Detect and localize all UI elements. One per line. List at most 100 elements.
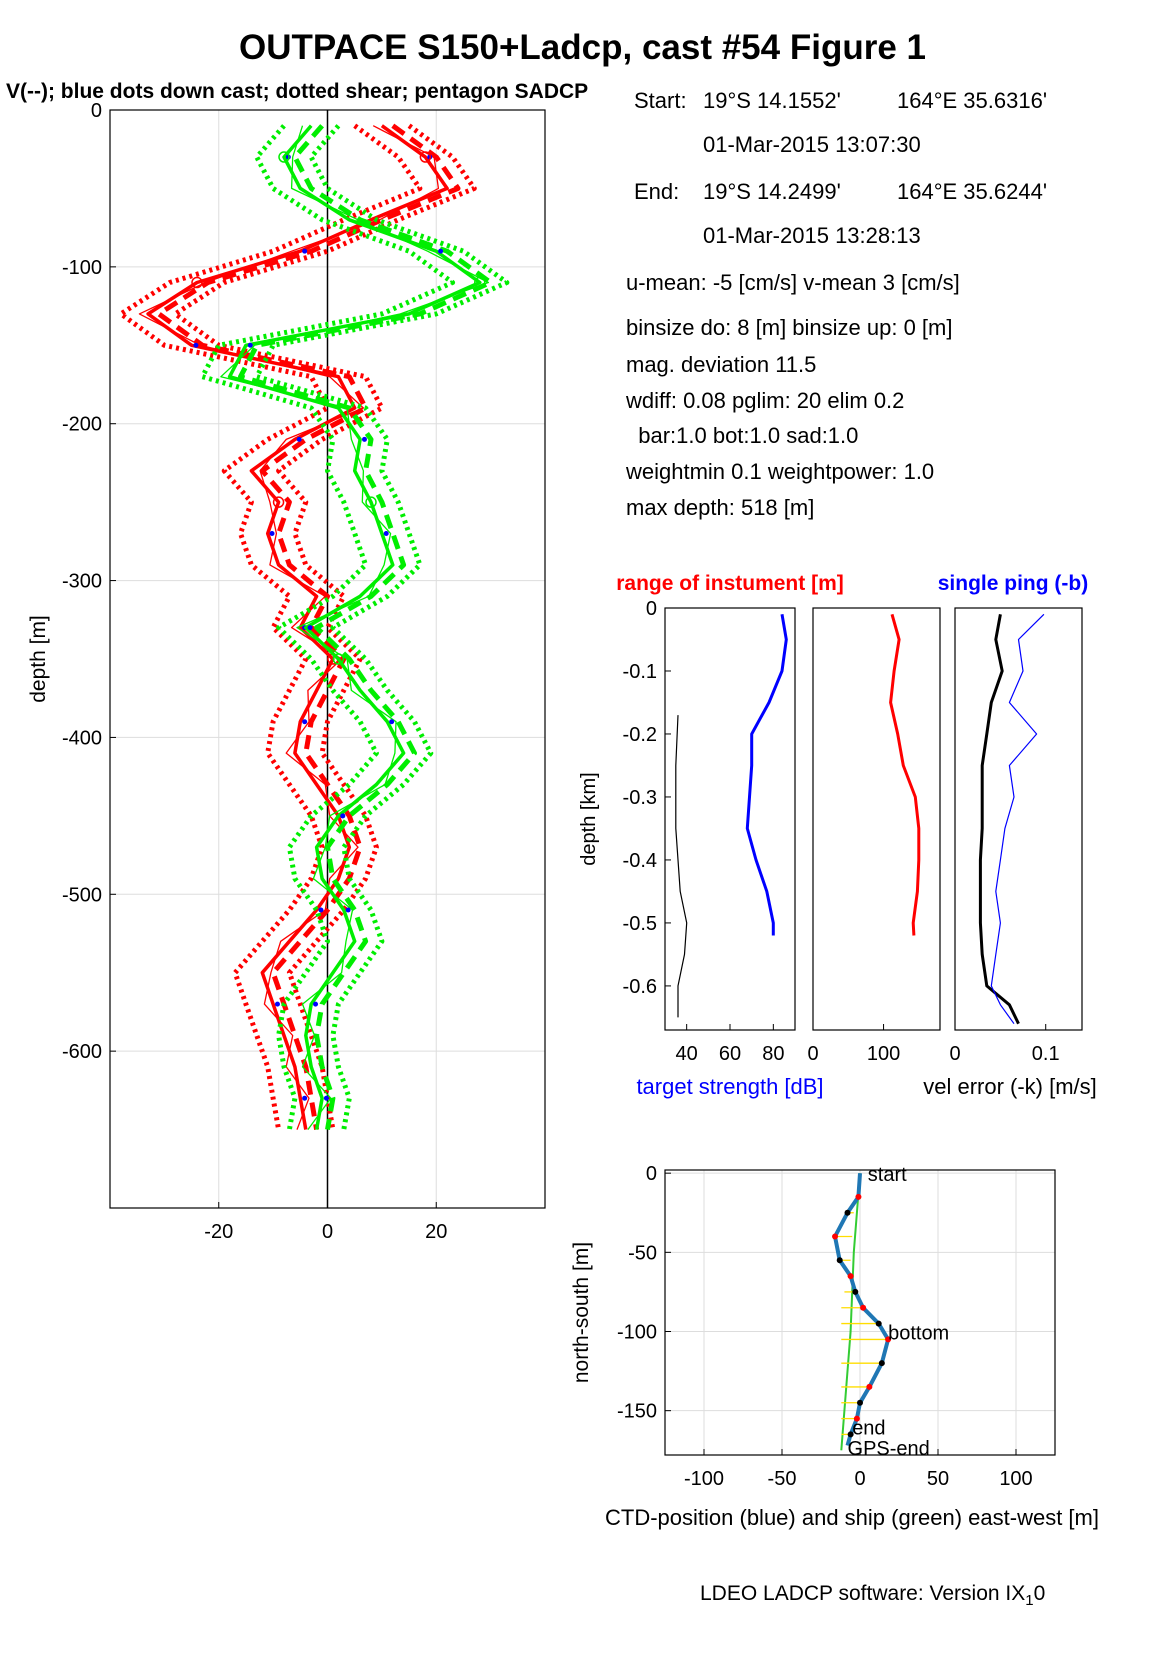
x-tick-label: 100 (867, 1043, 900, 1065)
sadcp-marker (272, 496, 285, 508)
down-cast-dot (247, 342, 253, 348)
y-tick-label: -0.1 (623, 661, 657, 683)
range-title: range of instument [m] (616, 572, 844, 595)
y-tick-label: -300 (62, 571, 102, 593)
down-cast-dot (438, 248, 444, 254)
y-tick-label: -0.4 (623, 850, 657, 872)
time-marker (860, 1304, 867, 1311)
position-plot: -100 -50 0 50 100 0 -50 -100 -150 start bottom endG… (570, 1163, 1099, 1530)
down-cast-dot (389, 719, 395, 725)
x-tick-label: 50 (927, 1468, 949, 1490)
profile-line-1 (675, 715, 688, 1018)
mag-deviation-line: mag. deviation 11.5 (626, 352, 817, 377)
profile-line-0 (745, 614, 788, 936)
down-cast-dot (318, 907, 324, 913)
plot-area (955, 608, 1082, 1030)
time-marker (885, 1336, 892, 1343)
end-time: 01-Mar-2015 13:28:13 (703, 223, 921, 248)
plot-area (813, 608, 940, 1030)
x-tick-label: -20 (204, 1221, 233, 1243)
u-shear-upper (172, 123, 477, 1131)
software-version: LDEO LADCP software: Version IX10 (700, 1582, 1045, 1609)
binsize-line: binsize do: 8 [m] binsize up: 0 [m] (626, 315, 953, 340)
sadcp-marker (474, 276, 486, 289)
down-cast-dot (193, 342, 199, 348)
y-tick-label: -0.6 (623, 976, 657, 998)
sadcp-marker (191, 276, 203, 289)
y-tick-label: -200 (62, 414, 102, 436)
start-label: start (868, 1164, 907, 1186)
mean-velocity-line: u-mean: -5 [cm/s] v-mean 3 [cm/s] (626, 270, 960, 295)
down-cast-dot (302, 719, 308, 725)
sadcp-marker (278, 151, 290, 163)
y-tick-label: -600 (62, 1041, 102, 1063)
velocity-error-plot: 0 0.1 single ping (-b) vel error (-k) [m/s] (923, 572, 1097, 1099)
down-cast-dot (302, 248, 308, 254)
x-tick-label: 100 (999, 1468, 1032, 1490)
start-longitude: 164°E 35.6316' (897, 88, 1048, 113)
x-tick-label: 0 (854, 1468, 865, 1490)
target-strength-label: target strength [dB] (636, 1074, 823, 1099)
end-latitude: 19°S 14.2499' (703, 179, 841, 204)
axes-frame (812, 607, 941, 1031)
v-shear-lower (199, 124, 456, 1131)
y-tick-label: 0 (646, 1163, 657, 1185)
x-tick-label: 0 (807, 1043, 818, 1065)
sadcp-marker (365, 496, 377, 508)
y-tick-label: 0 (646, 598, 657, 620)
figure-subtitle: V(--); blue dots down cast; dotted shear… (6, 80, 589, 103)
v-velocity-line (227, 124, 482, 1130)
ctd-track (833, 1173, 891, 1447)
max-depth-line: max depth: 518 [m] (626, 495, 815, 520)
y-tick-label: -500 (62, 884, 102, 906)
time-marker (878, 1360, 885, 1367)
target-strength-plot: 40 60 80 0 -0.1 -0.2 -0.3 -0.4 -0.5 -0.6 depth [km… (578, 572, 844, 1099)
down-cast-dot (340, 813, 346, 819)
v-down-up-dashed (238, 124, 494, 1131)
y-tick-label: -0.2 (623, 724, 657, 746)
time-marker (836, 1257, 843, 1264)
time-marker (866, 1383, 873, 1390)
bottom-label: bottom (888, 1322, 949, 1344)
x-tick-label: 0 (949, 1043, 960, 1065)
instrument-range-plot: 0 100 (807, 607, 941, 1065)
time-marker (852, 1288, 859, 1295)
time-marker (875, 1320, 882, 1327)
u-shear-lower (118, 123, 423, 1131)
x-tick-label: 0 (322, 1221, 333, 1243)
time-marker (857, 1399, 863, 1406)
start-time: 01-Mar-2015 13:07:30 (703, 132, 921, 157)
u-velocity-line (146, 124, 449, 1130)
bar-line: bar:1.0 bot:1.0 sad:1.0 (626, 423, 859, 448)
x-tick-label: -50 (768, 1468, 797, 1490)
down-cast-dot (383, 531, 389, 537)
east-west-label: CTD-position (blue) and ship (green) eas… (605, 1505, 1099, 1530)
software-version-text: LDEO LADCP software: Version IX (700, 1582, 1026, 1605)
down-cast-dot (313, 1001, 319, 1007)
down-cast-dot (296, 436, 302, 442)
end-label: End: (634, 179, 680, 204)
down-cast-dot (269, 531, 275, 537)
plot-area (665, 608, 795, 1030)
down-cast-dot (274, 1001, 280, 1007)
x-tick-label: 80 (762, 1043, 784, 1065)
y-tick-label: -400 (62, 727, 102, 749)
depth-km-label: depth [km] (578, 772, 600, 865)
down-cast-dot (323, 1095, 329, 1101)
x-tick-label: 20 (425, 1221, 447, 1243)
ship-track (840, 1173, 861, 1451)
y-tick-label: -100 (617, 1322, 657, 1344)
down-cast-dot (307, 625, 313, 631)
profile-line-1 (990, 613, 1045, 1025)
sadcp-marker (419, 151, 432, 163)
software-version-sub: 1 (1025, 1592, 1034, 1610)
end-label: end (852, 1417, 885, 1439)
start-label: Start: (634, 88, 687, 113)
gps-end-label: GPS-end (848, 1438, 930, 1460)
time-marker (844, 1209, 851, 1216)
sadcp-marker (332, 653, 345, 665)
x-tick-label: 40 (676, 1043, 698, 1065)
time-marker (855, 1193, 862, 1200)
